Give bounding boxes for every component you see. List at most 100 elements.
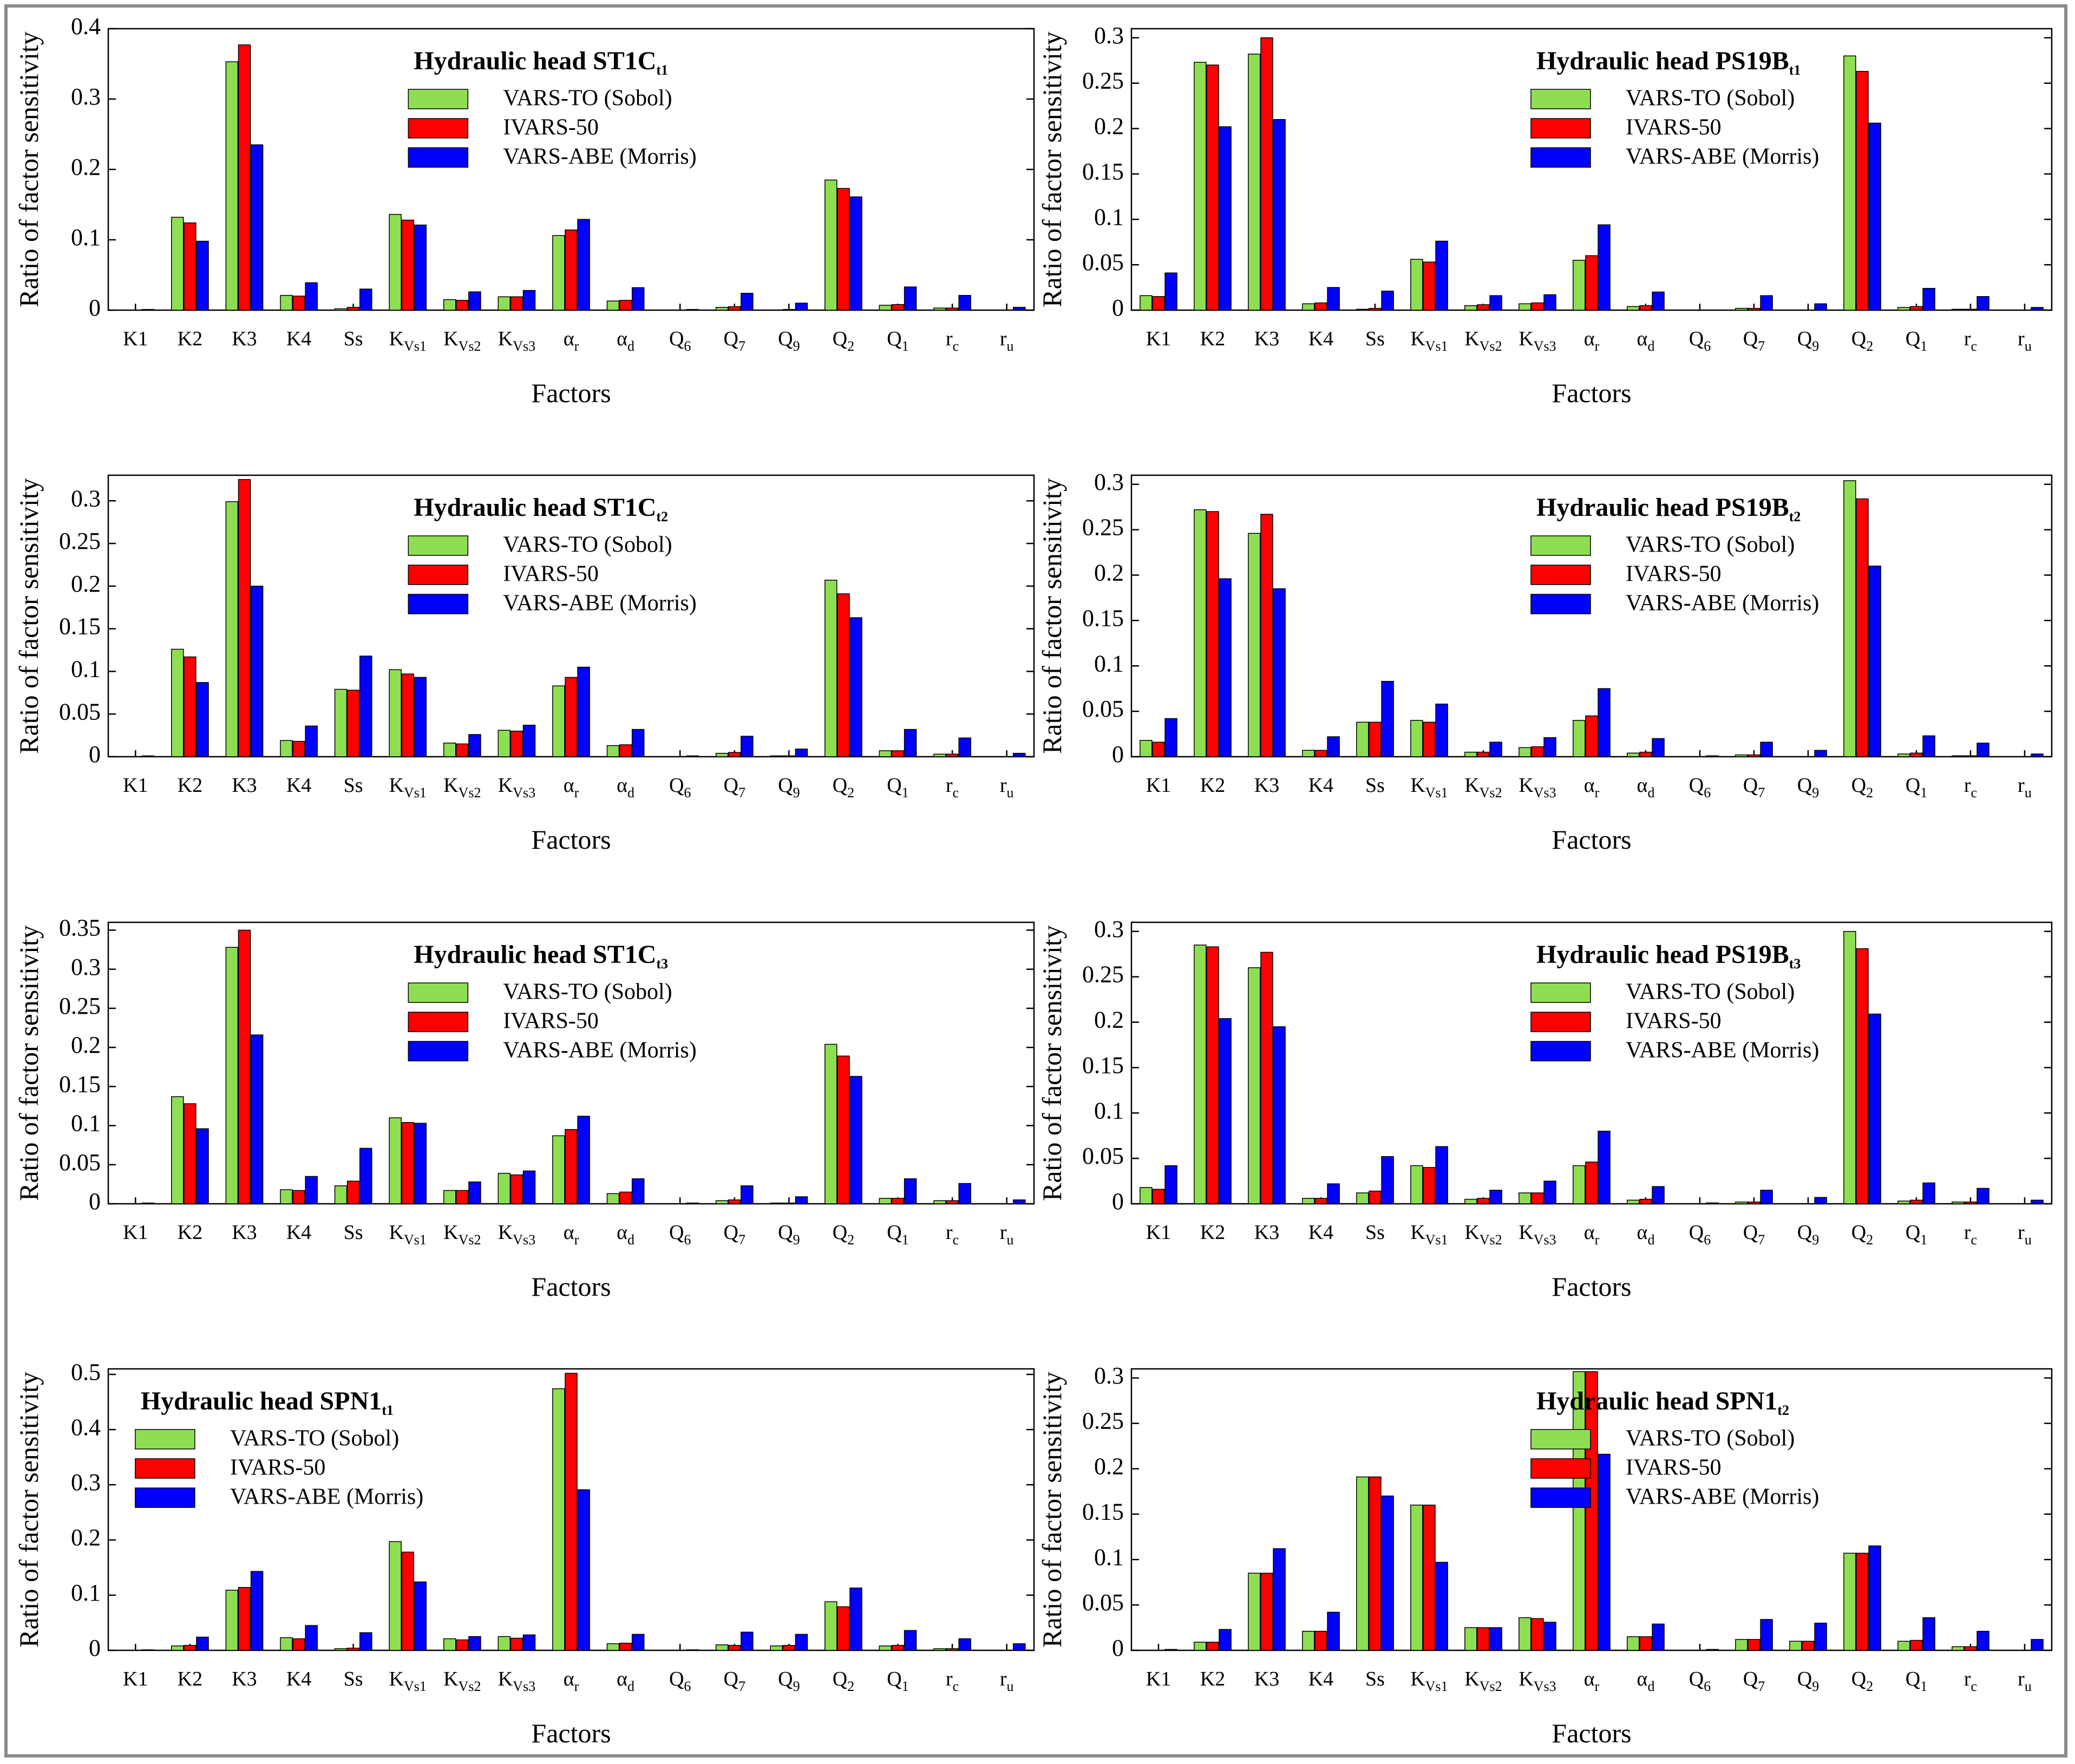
bar-vars-to-q7: [1735, 1201, 1748, 1204]
bar-vars-to-k2: [171, 648, 184, 757]
x-tick-label: ru: [1000, 774, 1014, 801]
y-axis-title: Ratio of factor sensitivity: [14, 478, 44, 754]
bar-vars-abe-q1: [904, 1630, 917, 1651]
bar-vars-abe-ru: [1013, 752, 1026, 757]
bar-vars-abe-kvs2: [1489, 1190, 1502, 1204]
legend-label-2: IVARS-50: [503, 1009, 599, 1034]
x-tick-label: K3: [232, 774, 257, 797]
bar-vars-abe-k2: [1219, 578, 1232, 757]
bar-vars-to-q2: [1843, 1552, 1856, 1651]
bar-vars-abe-q9: [1814, 1197, 1827, 1204]
x-tick-label: KVs3: [498, 1221, 535, 1248]
x-tick-label: αd: [617, 1221, 634, 1248]
y-tick-label: 0.3: [71, 485, 101, 512]
x-tick-label: ru: [2018, 327, 2032, 354]
bar-vars-to-ss: [1356, 722, 1369, 757]
x-tick-label: Q9: [1797, 1668, 1819, 1694]
y-tick-label: 0.2: [1094, 1453, 1124, 1480]
bar-vars-to-kvs3: [1518, 1192, 1531, 1204]
x-tick-label: αr: [1584, 327, 1600, 354]
bar-vars-abe-αr: [577, 1116, 590, 1204]
bar-ivars-50-rc: [946, 1200, 959, 1204]
y-tick-label: 0: [89, 1188, 101, 1215]
y-tick-label: 0.3: [71, 1469, 101, 1496]
x-tick-label: rc: [946, 774, 959, 801]
x-tick-label: Q9: [1797, 327, 1819, 354]
x-tick-label: KVs3: [498, 774, 535, 801]
bar-vars-abe-ss: [1381, 291, 1394, 311]
bar-ivars-50-αr: [565, 229, 578, 311]
bar-vars-abe-k1: [1164, 1165, 1177, 1204]
bar-vars-to-k4: [1302, 303, 1315, 311]
x-tick-label: αr: [1584, 1221, 1600, 1248]
y-tick-label: 0.3: [71, 954, 101, 980]
y-tick-label: 0.1: [1094, 1544, 1124, 1570]
y-tick-label: 0.15: [1082, 1052, 1124, 1078]
y-tick-label: 0.1: [71, 1110, 101, 1137]
bar-vars-to-kvs3: [498, 730, 511, 757]
bar-vars-abe-q2: [1868, 1545, 1881, 1651]
bar-vars-to-k4: [1302, 1198, 1315, 1204]
bar-vars-to-ss: [1356, 1476, 1369, 1651]
x-tick-label: K4: [286, 327, 311, 350]
y-tick-label: 0.05: [1082, 696, 1124, 722]
bar-vars-to-αr: [1573, 259, 1586, 311]
bar-ivars-50-αr: [565, 677, 578, 757]
x-tick-label: rc: [1964, 1221, 1977, 1248]
y-tick-label: 0.05: [1082, 1589, 1124, 1616]
chart-panel-6: 0 0.05 0.1 0.15 0.2 0.25 0.3 K1 K2 K3 K4 Ss KVs1 KVs2…: [1037, 916, 2053, 1302]
bar-ivars-50-kvs3: [1531, 302, 1544, 311]
legend-label-2: IVARS-50: [1626, 115, 1721, 140]
x-tick-label: rc: [946, 1221, 959, 1248]
x-tick-label: ru: [2018, 1221, 2032, 1248]
x-tick-label: rc: [946, 1668, 959, 1694]
legend-swatch-1: [408, 535, 469, 556]
bar-ivars-50-q7: [1747, 1639, 1760, 1651]
bar-vars-abe-q6: [686, 755, 699, 757]
legend-swatch-3: [408, 147, 469, 168]
x-tick-label: KVs2: [443, 1221, 481, 1248]
y-tick-label: 0.1: [71, 1579, 101, 1606]
legend-label-3: VARS-ABE (Morris): [1626, 1038, 1819, 1063]
bar-vars-abe-αr: [577, 1489, 590, 1651]
x-tick-label: Ss: [1365, 774, 1385, 797]
y-tick-label: 0.25: [59, 528, 101, 554]
bar-vars-abe-k3: [250, 144, 264, 311]
x-tick-label: Q1: [1906, 1221, 1927, 1248]
bar-ivars-50-αd: [1639, 1636, 1652, 1651]
y-tick-label: 0.1: [1094, 650, 1124, 677]
x-tick-label: Q7: [1743, 774, 1765, 801]
x-axis-title: Factors: [531, 824, 611, 855]
bar-vars-abe-q7: [1760, 1190, 1773, 1204]
x-tick-label: KVs2: [443, 327, 481, 354]
bar-vars-to-k4: [1302, 750, 1315, 757]
y-tick-label: 0.25: [1082, 68, 1124, 94]
bar-ivars-50-k1: [1152, 296, 1165, 311]
bar-vars-abe-k4: [305, 1176, 318, 1204]
x-tick-label: K3: [232, 1668, 257, 1690]
y-tick-label: 0: [89, 1635, 101, 1661]
x-tick-label: αd: [1637, 1221, 1655, 1248]
chart-title: Hydraulic head SPN1t1: [141, 1387, 394, 1418]
bar-ivars-50-k4: [1314, 1198, 1327, 1204]
bar-vars-to-ss: [334, 1648, 348, 1651]
bar-vars-to-q1: [879, 750, 892, 757]
bar-ivars-50-ss: [346, 1648, 360, 1651]
bar-ivars-50-αd: [1639, 1198, 1652, 1204]
bar-vars-to-q1: [879, 1198, 892, 1204]
bar-ivars-50-k2: [1206, 511, 1219, 757]
x-tick-label: KVs2: [1464, 1221, 1502, 1248]
bar-vars-to-q9: [770, 1202, 783, 1204]
bar-ivars-50-kvs2: [456, 743, 469, 757]
bar-vars-to-k2: [171, 217, 184, 311]
bar-ivars-50-k4: [1314, 1631, 1327, 1651]
chart-panel-1: 0 0.1 0.2 0.3 0.4 K1 K2 K3 K4 Ss KVs1 KVs2 KVs3 αr αd Q…: [14, 13, 1035, 408]
y-axis-title: Ratio of factor sensitivity: [1037, 925, 1067, 1201]
bar-vars-abe-αr: [577, 666, 590, 757]
bar-ivars-50-q7: [728, 1645, 741, 1651]
bar-vars-to-q1: [879, 1645, 892, 1651]
x-tick-label: Q7: [724, 327, 745, 354]
bar-vars-to-q7: [715, 752, 729, 757]
x-tick-label: K2: [1200, 1668, 1225, 1690]
bar-vars-abe-k4: [1327, 1183, 1340, 1204]
